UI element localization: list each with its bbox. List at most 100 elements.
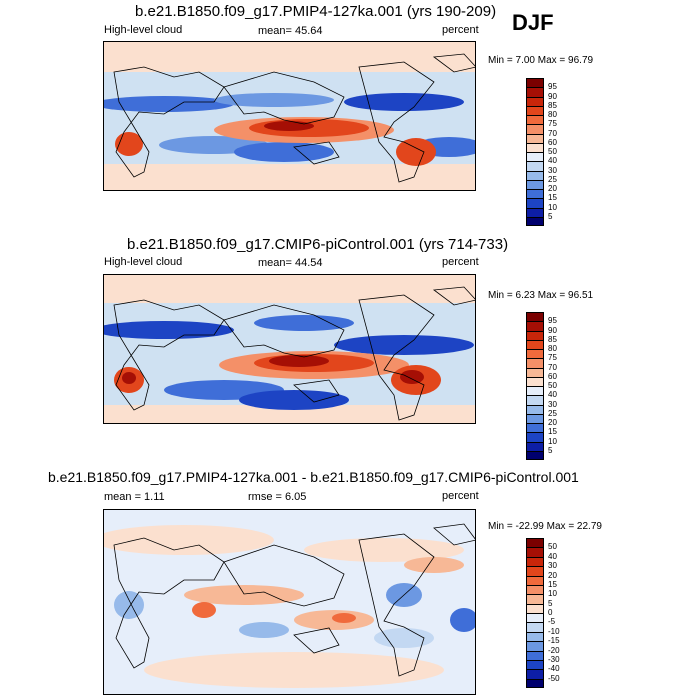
panel3-colorbar-box: [526, 594, 544, 604]
panel1-colorbar-box: [526, 105, 544, 115]
panel2-colorbar: 95 90 85 80 75 70 60 50 40 30 25 20 15 10 5: [526, 312, 557, 460]
panel3-colorbar-box: [526, 659, 544, 670]
panel3-colorbar-tick-label: -15: [548, 636, 560, 646]
panel3-colorbar-frame: [526, 538, 544, 688]
panel3-colorbar-tick-label: -5: [548, 617, 556, 627]
panel3-colorbar-tick-label: 10: [548, 589, 557, 599]
panel3-colorbar-box: [526, 584, 544, 595]
panel1-colorbar-tick-label: 5: [548, 211, 553, 221]
panel1-colorbar-tick-label: 40: [548, 156, 557, 166]
panel2-colorbar-box: [526, 358, 544, 368]
panel2-colorbar-tick-label: 75: [548, 353, 557, 363]
panel1-colorbar-tick-label: 80: [548, 110, 557, 119]
panel2-colorbar-tick-label: 95: [548, 316, 557, 326]
panel1-colorbar-box: [526, 207, 544, 217]
panel2-title: b.e21.B1850.f09_g17.CMIP6-piControl.001 …: [127, 236, 509, 253]
panel3-colorbar-box: [526, 575, 544, 585]
panel2-colorbar-tick-label: 30: [548, 399, 557, 409]
panel3-rmse-label: rmse = 6.05: [248, 491, 307, 503]
panel2-colorbar-box: [526, 450, 544, 460]
panel2-colorbar-tick-label: 60: [548, 371, 557, 381]
panel1-mean-label: mean= 45.64: [258, 25, 323, 37]
panel1-colorbar-box: [526, 179, 544, 189]
panel3-colorbar-box: [526, 669, 544, 679]
panel3-colorbar-tick-label: 30: [548, 561, 557, 571]
panel1-colorbar-tick-label: 85: [548, 100, 557, 110]
panel2-mean-label: mean= 44.54: [258, 257, 323, 269]
panel2-colorbar-tick-label: 90: [548, 325, 557, 335]
panel1-colorbar-tick-label: 70: [548, 128, 557, 138]
panel2-colorbar-tick-label: 80: [548, 344, 557, 353]
panel1-colorbar-tick-label: 90: [548, 91, 557, 101]
panel3-minmax-label: Min = -22.99 Max = 22.79: [488, 521, 602, 532]
panel2-colorbar-box: [526, 386, 544, 396]
panel1-colorbar-box: [526, 161, 544, 171]
panel1-colorbar: 95 90 85 80 75 70 60 50 40 30 25 20 15 10 5: [526, 78, 557, 226]
panel2-colorbar-tick-label: 20: [548, 418, 557, 427]
panel3-map: [103, 509, 476, 695]
panel2-colorbar-tick-label: 10: [548, 436, 557, 446]
panel2-colorbar-tick-label: 70: [548, 362, 557, 372]
panel3-colorbar-box: [526, 547, 544, 557]
panel3-colorbar-tick-label: 50: [548, 542, 557, 552]
panel1-colorbar-box: [526, 133, 544, 143]
panel2-colorbar-tick-label: 50: [548, 381, 557, 390]
panel3-title: b.e21.B1850.f09_g17.PMIP4-127ka.001 - b.…: [48, 469, 579, 485]
panel2-colorbar-box: [526, 432, 544, 442]
panel2-colorbar-box: [526, 376, 544, 386]
panel2-colorbar-tick-label: 85: [548, 334, 557, 344]
panel2-colorbar-box: [526, 413, 544, 423]
panel3-units-label: percent: [442, 490, 479, 502]
panel3-colorbar-tick-label: -20: [548, 645, 560, 655]
panel2-colorbar-box: [526, 441, 544, 451]
panel2-colorbar-box: [526, 321, 544, 331]
panel2-colorbar-tick-label: 25: [548, 408, 557, 418]
panel3-colorbar-box: [526, 613, 544, 623]
panel3-colorbar-box: [526, 631, 544, 642]
panel1-colorbar-box: [526, 115, 544, 125]
season-label: DJF: [512, 10, 554, 35]
panel1-colorbar-box: [526, 189, 544, 199]
panel3-colorbar-box: [526, 566, 544, 576]
panel2-minmax-label: Min = 6.23 Max = 96.51: [488, 290, 594, 301]
panel3-colorbar-box: [526, 603, 544, 613]
panel1-colorbar-box: [526, 170, 544, 180]
panel3-colorbar-tick-label: 40: [548, 551, 557, 561]
panel1-title: b.e21.B1850.f09_g17.PMIP4-127ka.001 (yrs…: [135, 3, 497, 20]
panel3-colorbar-tick-label: 15: [548, 579, 557, 589]
panel1-colorbar-tick-label: 50: [548, 147, 557, 156]
panel2-colorbar-box: [526, 339, 544, 349]
panel3-mean-label: mean = 1.11: [104, 491, 165, 503]
panel3-colorbar-box: [526, 622, 544, 632]
panel3-colorbar-tick-label: -30: [548, 654, 560, 664]
panel1-minmax-label: Min = 7.00 Max = 96.79: [488, 55, 594, 66]
panel2-colorbar-box: [526, 404, 544, 414]
panel1-units-label: percent: [442, 24, 479, 36]
panel1-colorbar-tick-label: 75: [548, 119, 557, 129]
panel1-colorbar-box: [526, 96, 544, 106]
panel2-colorbar-box: [526, 367, 544, 377]
panel3-colorbar-box: [526, 556, 544, 567]
panel1-colorbar-tick-label: 10: [548, 202, 557, 212]
panel3-colorbar-tick-label: 20: [548, 570, 557, 580]
panel1-colorbar-tick-label: 20: [548, 184, 557, 193]
panel3-colorbar-box: [526, 678, 544, 688]
panel1-colorbar-box: [526, 152, 544, 162]
panel3-colorbar: 50 40 30 20 15 10 5 0 -5 -10 -15 -20 -30 -40 -50: [526, 538, 560, 688]
panel1-map: [103, 41, 476, 191]
panel3-colorbar-tick-label: 0: [548, 608, 553, 617]
panel1-colorbar-tick-label: 30: [548, 165, 557, 175]
panel1-colorbar-tick-label: 25: [548, 174, 557, 184]
panel2-colorbar-tick-label: 40: [548, 390, 557, 400]
panel2-colorbar-tick-label: 15: [548, 427, 557, 437]
panel2-units-label: percent: [442, 256, 479, 268]
panel2-colorbar-frame: [526, 312, 544, 460]
panel3-colorbar-tick-label: -40: [548, 664, 560, 674]
panel1-colorbar-frame: [526, 78, 544, 226]
panel1-colorbar-tick-label: 15: [548, 193, 557, 203]
panel1-colorbar-tick-label: 60: [548, 137, 557, 147]
panel2-colorbar-box: [526, 395, 544, 405]
panel2-colorbar-box: [526, 349, 544, 359]
panel2-variable-label: High-level cloud: [104, 256, 183, 268]
panel1-colorbar-box: [526, 216, 544, 226]
